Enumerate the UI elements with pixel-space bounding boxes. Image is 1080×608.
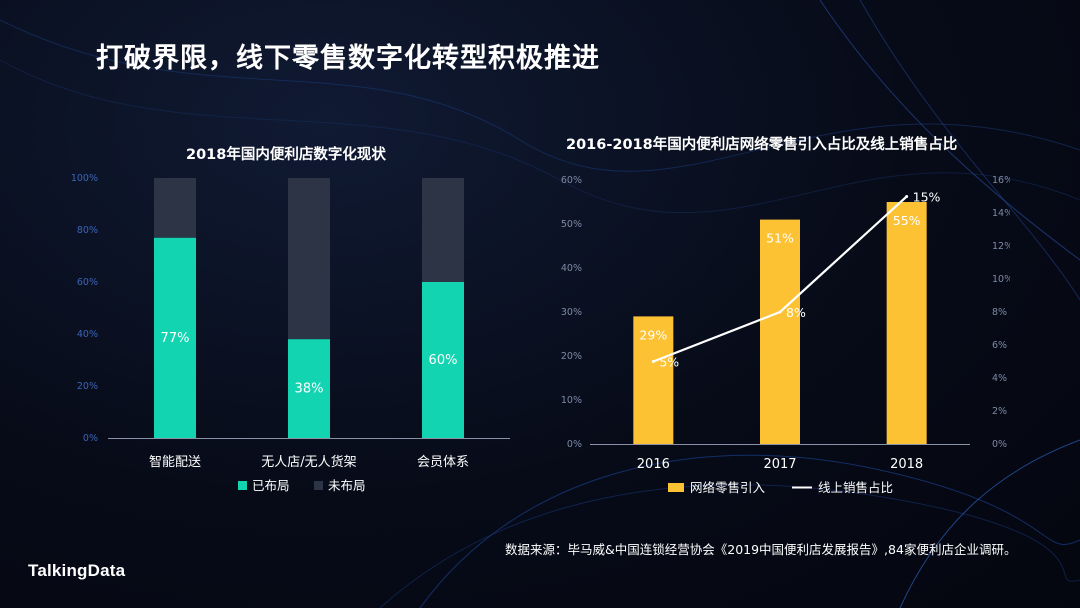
right-chart-left-y-tick: 10% [561, 395, 582, 406]
legend-label-online-sales: 线上销售占比 [818, 480, 893, 495]
x-category-label: 智能配送 [149, 455, 201, 470]
legend-swatch-deployed [238, 481, 247, 490]
line-data-label: 8% [786, 305, 806, 320]
right-chart-right-y-tick: 4% [992, 373, 1007, 384]
left-y-tick-label: 40% [77, 329, 98, 340]
bar-segment-deployed [154, 237, 196, 438]
right-combo-chart: 0% 10% 20% 30% 40% 50% 60% 0% 2% 4% 6% 8% 10% 12% 14% 1… [561, 175, 1010, 495]
legend-label-not-deployed: 未布局 [328, 478, 366, 493]
right-chart-right-y-tick: 2% [992, 406, 1007, 417]
left-y-tick-label: 60% [77, 277, 98, 288]
legend-swatch-online-retail [668, 483, 684, 492]
bar-data-label: 38% [295, 382, 324, 397]
left-stacked-bar-chart: 0% 20% 40% 60% 80% 100% 77% 智能配送 38% 无人店/无人货架 60% 会… [71, 173, 510, 493]
bar-data-label: 55% [893, 213, 921, 228]
bar-segment-deployed [422, 282, 464, 438]
right-chart-right-y-tick: 16% [992, 175, 1010, 186]
right-chart-left-y-tick: 30% [561, 307, 582, 318]
right-chart-left-y-tick: 50% [561, 219, 582, 230]
right-chart-title: 2016-2018年国内便利店网络零售引入占比及线上销售占比 [566, 137, 958, 153]
line-data-label: 15% [913, 190, 941, 205]
right-chart-right-y-tick: 14% [992, 208, 1010, 219]
bar-data-label: 29% [639, 327, 667, 342]
right-chart-right-y-tick: 6% [992, 340, 1007, 351]
right-chart-right-y-tick: 0% [992, 439, 1007, 450]
talkingdata-logo: TalkingData [28, 561, 126, 580]
bar-data-label: 77% [161, 331, 190, 346]
bar-data-label: 60% [429, 353, 458, 368]
bar-segment-not-deployed [422, 178, 464, 282]
bar-segment-not-deployed [154, 178, 196, 238]
online-retail-bar [633, 316, 674, 444]
left-y-tick-label: 100% [71, 173, 98, 184]
legend-swatch-not-deployed [314, 481, 323, 490]
right-chart-right-y-tick: 10% [992, 274, 1010, 285]
legend-label-online-retail: 网络零售引入 [690, 480, 766, 495]
bar-segment-not-deployed [288, 178, 330, 340]
legend-label-deployed: 已布局 [252, 478, 290, 493]
data-source-note: 数据来源：毕马威&中国连锁经营协会《2019中国便利店发展报告》,84家便利店企… [505, 542, 1017, 557]
online-retail-bar [886, 202, 927, 444]
left-y-tick-label: 80% [77, 225, 98, 236]
x-category-label: 2016 [637, 457, 670, 472]
right-chart-left-y-tick: 20% [561, 351, 582, 362]
x-category-label: 会员体系 [417, 455, 469, 470]
right-chart-left-y-tick: 60% [561, 175, 582, 186]
right-chart-left-y-tick: 0% [567, 439, 582, 450]
right-chart-right-y-tick: 8% [992, 307, 1007, 318]
left-chart-title: 2018年国内便利店数字化现状 [186, 147, 386, 163]
x-category-label: 2017 [763, 457, 796, 472]
online-retail-bar [760, 219, 800, 444]
right-chart-right-y-tick: 12% [992, 241, 1010, 252]
online-sales-point [905, 195, 909, 198]
online-sales-point [778, 310, 782, 314]
online-sales-point [651, 360, 655, 363]
x-category-label: 无人店/无人货架 [261, 454, 356, 470]
x-category-label: 2018 [890, 457, 923, 472]
right-chart-left-y-tick: 40% [561, 263, 582, 274]
slide-title: 打破界限，线下零售数字化转型积极推进 [96, 43, 600, 74]
bar-segment-deployed [288, 339, 330, 438]
left-y-tick-label: 0% [83, 433, 98, 444]
bar-data-label: 51% [766, 231, 794, 246]
line-data-label: 5% [659, 355, 679, 370]
left-y-tick-label: 20% [77, 381, 98, 392]
